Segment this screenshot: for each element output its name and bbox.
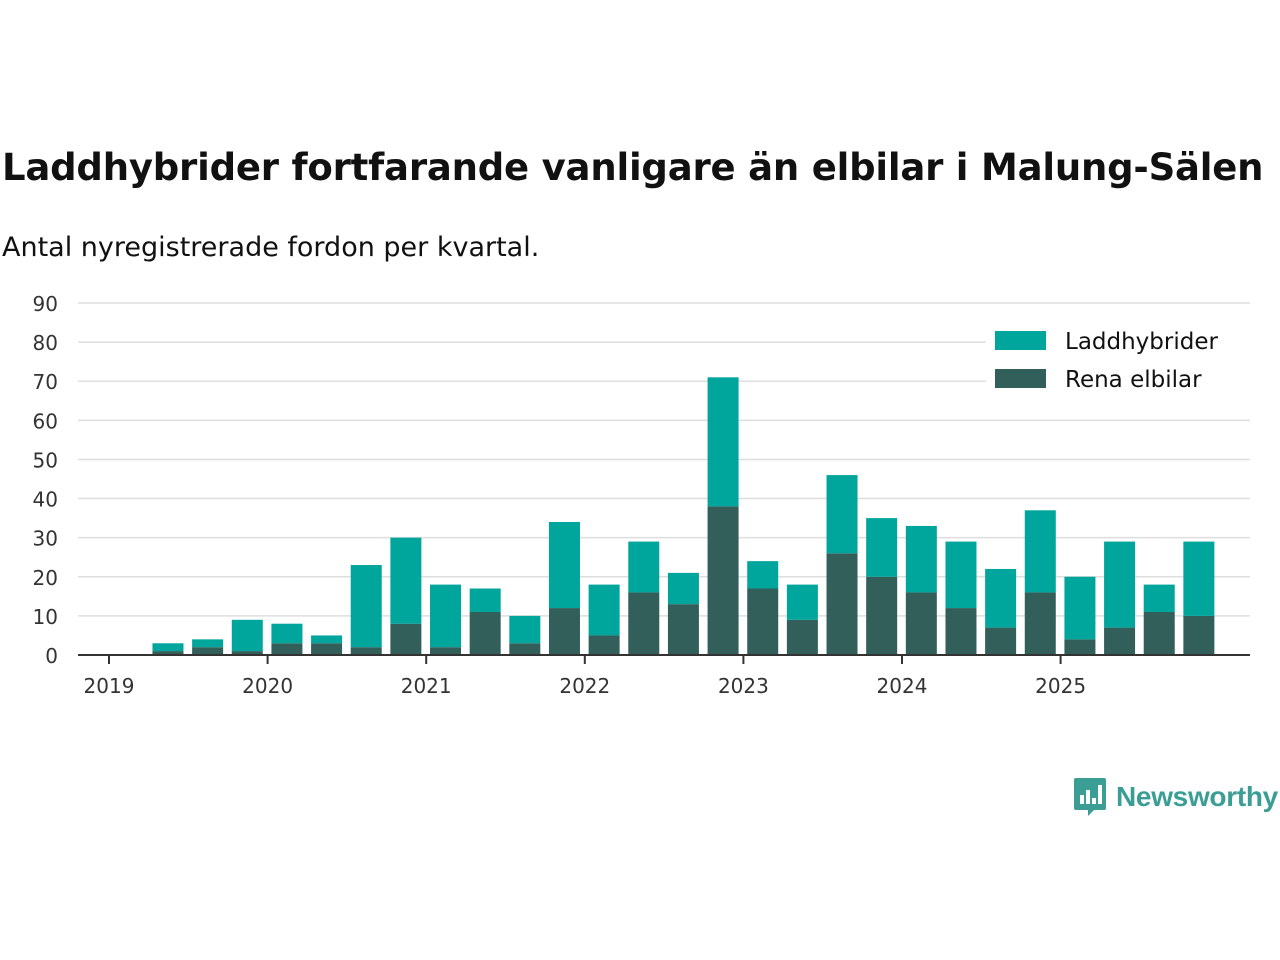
bar-rena-elbilar	[430, 647, 462, 655]
bar-rena-elbilar	[548, 608, 580, 655]
bar-laddhybrider	[548, 522, 580, 609]
y-tick-label: 20	[33, 566, 58, 590]
bar-laddhybrider	[945, 541, 977, 609]
bar-rena-elbilar	[786, 619, 818, 655]
x-tick-label: 2022	[559, 674, 610, 698]
bar-laddhybrider	[985, 568, 1017, 628]
bar-laddhybrider	[707, 377, 739, 507]
newsworthy-logo-text: Newsworthy	[1116, 781, 1278, 812]
bar-laddhybrider	[311, 635, 343, 644]
y-tick-label: 30	[33, 527, 58, 551]
chart-subtitle: Antal nyregistrerade fordon per kvartal.	[2, 232, 540, 263]
bar-rena-elbilar	[747, 588, 779, 655]
legend-swatch	[995, 369, 1046, 388]
bar-rena-elbilar	[945, 608, 977, 655]
bar-rena-elbilar	[905, 592, 937, 655]
bar-rena-elbilar	[1183, 615, 1215, 655]
bar-laddhybrider	[1183, 541, 1215, 616]
y-tick-label: 70	[33, 370, 58, 394]
bar-laddhybrider	[1064, 576, 1096, 640]
x-tick-label: 2019	[84, 674, 135, 698]
x-tick-label: 2025	[1035, 674, 1086, 698]
bar-laddhybrider	[628, 541, 660, 593]
bar-laddhybrider	[1104, 541, 1136, 628]
bar-rena-elbilar	[152, 651, 184, 655]
bar-rena-elbilar	[509, 643, 541, 655]
bar-laddhybrider	[866, 518, 898, 577]
bar-rena-elbilar	[192, 647, 224, 655]
y-tick-label: 0	[45, 644, 58, 668]
bar-laddhybrider	[509, 615, 541, 644]
x-tick-label: 2021	[401, 674, 452, 698]
bar-rena-elbilar	[311, 643, 343, 655]
bar-laddhybrider	[192, 639, 224, 648]
bar-rena-elbilar	[271, 643, 303, 655]
bar-laddhybrider	[1143, 584, 1175, 612]
bar-rena-elbilar	[390, 623, 422, 655]
bar-laddhybrider	[1024, 510, 1056, 593]
bar-rena-elbilar	[1104, 627, 1136, 655]
bar-rena-elbilar	[350, 647, 382, 655]
y-tick-label: 10	[33, 605, 58, 629]
bar-rena-elbilar	[1064, 639, 1096, 655]
y-tick-label: 50	[33, 448, 58, 472]
legend-label: Laddhybrider	[1065, 329, 1218, 355]
x-tick-label: 2023	[718, 674, 769, 698]
bar-rena-elbilar	[231, 651, 263, 655]
bar-laddhybrider	[905, 525, 937, 593]
chart-title: Laddhybrider fortfarande vanligare än el…	[2, 146, 1264, 189]
newsworthy-logo-icon	[1074, 778, 1106, 816]
bar-laddhybrider	[469, 588, 501, 612]
bar-laddhybrider	[747, 561, 779, 589]
bar-rena-elbilar	[866, 576, 898, 655]
bar-rena-elbilar	[707, 506, 739, 655]
bar-laddhybrider	[667, 572, 699, 605]
legend-swatch	[995, 331, 1046, 350]
bar-laddhybrider	[271, 623, 303, 644]
bar-laddhybrider	[390, 537, 422, 624]
bar-rena-elbilar	[1143, 611, 1175, 655]
bar-laddhybrider	[588, 584, 620, 636]
x-tick-label: 2024	[877, 674, 928, 698]
bar-rena-elbilar	[1024, 592, 1056, 655]
y-tick-label: 80	[33, 331, 58, 355]
bar-rena-elbilar	[628, 592, 660, 655]
bar-rena-elbilar	[667, 604, 699, 655]
bar-laddhybrider	[152, 643, 184, 652]
bar-rena-elbilar	[985, 627, 1017, 655]
bar-laddhybrider	[786, 584, 818, 620]
bar-laddhybrider	[430, 584, 462, 648]
newsworthy-logo: Newsworthy	[1072, 776, 1278, 818]
legend-label: Rena elbilar	[1065, 367, 1202, 393]
bar-rena-elbilar	[826, 553, 858, 655]
y-tick-label: 90	[33, 292, 58, 316]
y-tick-label: 40	[33, 488, 58, 512]
bar-laddhybrider	[826, 475, 858, 554]
x-tick-label: 2020	[242, 674, 293, 698]
bar-laddhybrider	[231, 619, 263, 652]
bar-rena-elbilar	[588, 635, 620, 655]
y-tick-label: 60	[33, 409, 58, 433]
bar-rena-elbilar	[469, 611, 501, 655]
bar-laddhybrider	[350, 565, 382, 648]
